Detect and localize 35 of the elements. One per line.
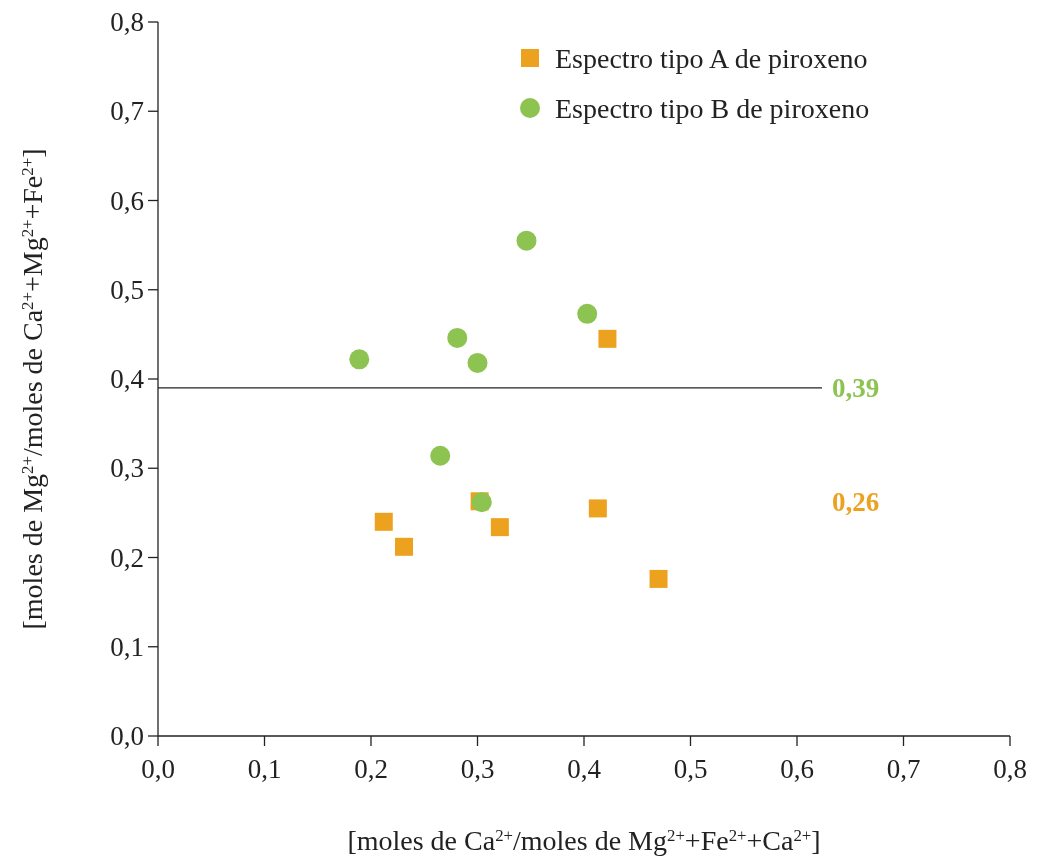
point (467, 352, 488, 373)
point (598, 329, 617, 348)
y-tick-label: 0,4 (110, 364, 145, 394)
point (374, 512, 393, 531)
legend-label: Espectro tipo A de piroxeno (555, 43, 868, 74)
point (577, 303, 598, 324)
y-tick-label: 0,6 (110, 185, 144, 216)
x-tick-label: 0,5 (673, 754, 708, 784)
point (588, 499, 607, 518)
x-tick-label: 0,3 (460, 754, 495, 784)
point (349, 349, 370, 370)
x-tick-label: 0,6 (780, 754, 814, 784)
y-tick-label: 0,7 (110, 96, 144, 127)
legend-label: Espectro tipo B de piroxeno (555, 93, 870, 124)
x-tick-label: 0,0 (141, 754, 175, 784)
ref-line-label: 0,39 (832, 372, 880, 403)
x-tick-label: 0,8 (993, 754, 1027, 784)
y-tick-label: 0,5 (110, 274, 144, 305)
x-tick-label: 0,1 (247, 754, 282, 784)
x-tick-label: 0,7 (886, 754, 921, 784)
point (430, 445, 451, 466)
y-tick-label: 0,3 (110, 453, 144, 484)
y-tick-label: 0,0 (110, 721, 144, 751)
x-tick-label: 0,2 (354, 754, 388, 784)
y-tick-label: 0,1 (110, 631, 144, 662)
point (490, 518, 509, 537)
point (395, 537, 414, 556)
x-tick-label: 0,4 (567, 754, 602, 784)
point (649, 569, 668, 588)
y-tick-label: 0,2 (110, 542, 144, 573)
point (516, 230, 537, 251)
point (447, 327, 468, 348)
text: [moles de Ca$^{2+}$/moles de Mg$^{2+}$+Fe$^{2+}$+Ca$^{2+}$] (347, 825, 821, 856)
annotation: 0,26 (832, 487, 880, 517)
y-tick-label: 0,8 (110, 7, 144, 37)
